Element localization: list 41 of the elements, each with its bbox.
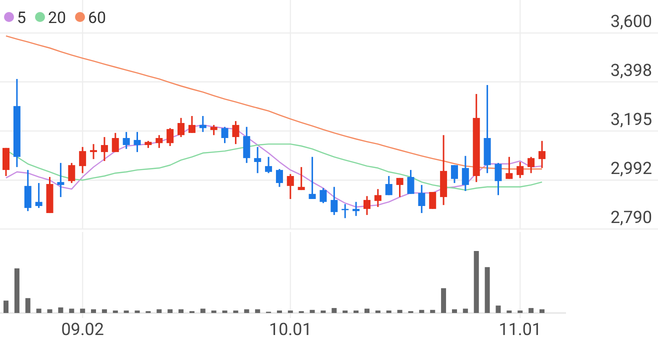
bar: [540, 309, 544, 313]
bar: [364, 308, 370, 313]
x-tick-label: 10.01: [269, 320, 312, 340]
y-tick-label: 2,992: [610, 159, 652, 180]
bar: [69, 308, 74, 313]
legend-label: 20: [48, 8, 66, 27]
x-tick-label: 11.01: [498, 320, 542, 340]
bar: [102, 309, 107, 313]
y-tick-label: 3,195: [610, 110, 652, 130]
bar: [25, 298, 30, 313]
bar: [441, 288, 446, 313]
bar: [474, 251, 479, 313]
bar: [397, 310, 402, 313]
bar: [496, 306, 501, 313]
bar: [419, 310, 424, 313]
bar: [528, 308, 534, 313]
bar: [462, 308, 468, 313]
y-tick-label: 3,600: [610, 12, 652, 32]
bar: [156, 309, 162, 313]
bar: [58, 307, 64, 313]
bar: [47, 309, 52, 313]
bar: [244, 309, 250, 313]
bar: [14, 268, 20, 313]
bar: [484, 267, 490, 313]
bar: [255, 309, 260, 313]
y-tick-label: 2,790: [610, 208, 652, 228]
bar: [200, 308, 206, 313]
bar: [91, 309, 96, 313]
bar: [430, 310, 436, 313]
bar: [332, 308, 337, 313]
bar: [310, 310, 315, 313]
bar: [178, 309, 184, 313]
bar: [168, 309, 173, 313]
bar: [4, 300, 8, 313]
y-tick-label: 3,398: [610, 60, 652, 81]
bar: [36, 308, 42, 313]
x-tick-label: 09.02: [61, 320, 104, 340]
bar: [80, 308, 86, 313]
legend-label: 5: [17, 8, 26, 27]
legend-label: 60: [88, 8, 106, 27]
bar: [452, 309, 457, 313]
